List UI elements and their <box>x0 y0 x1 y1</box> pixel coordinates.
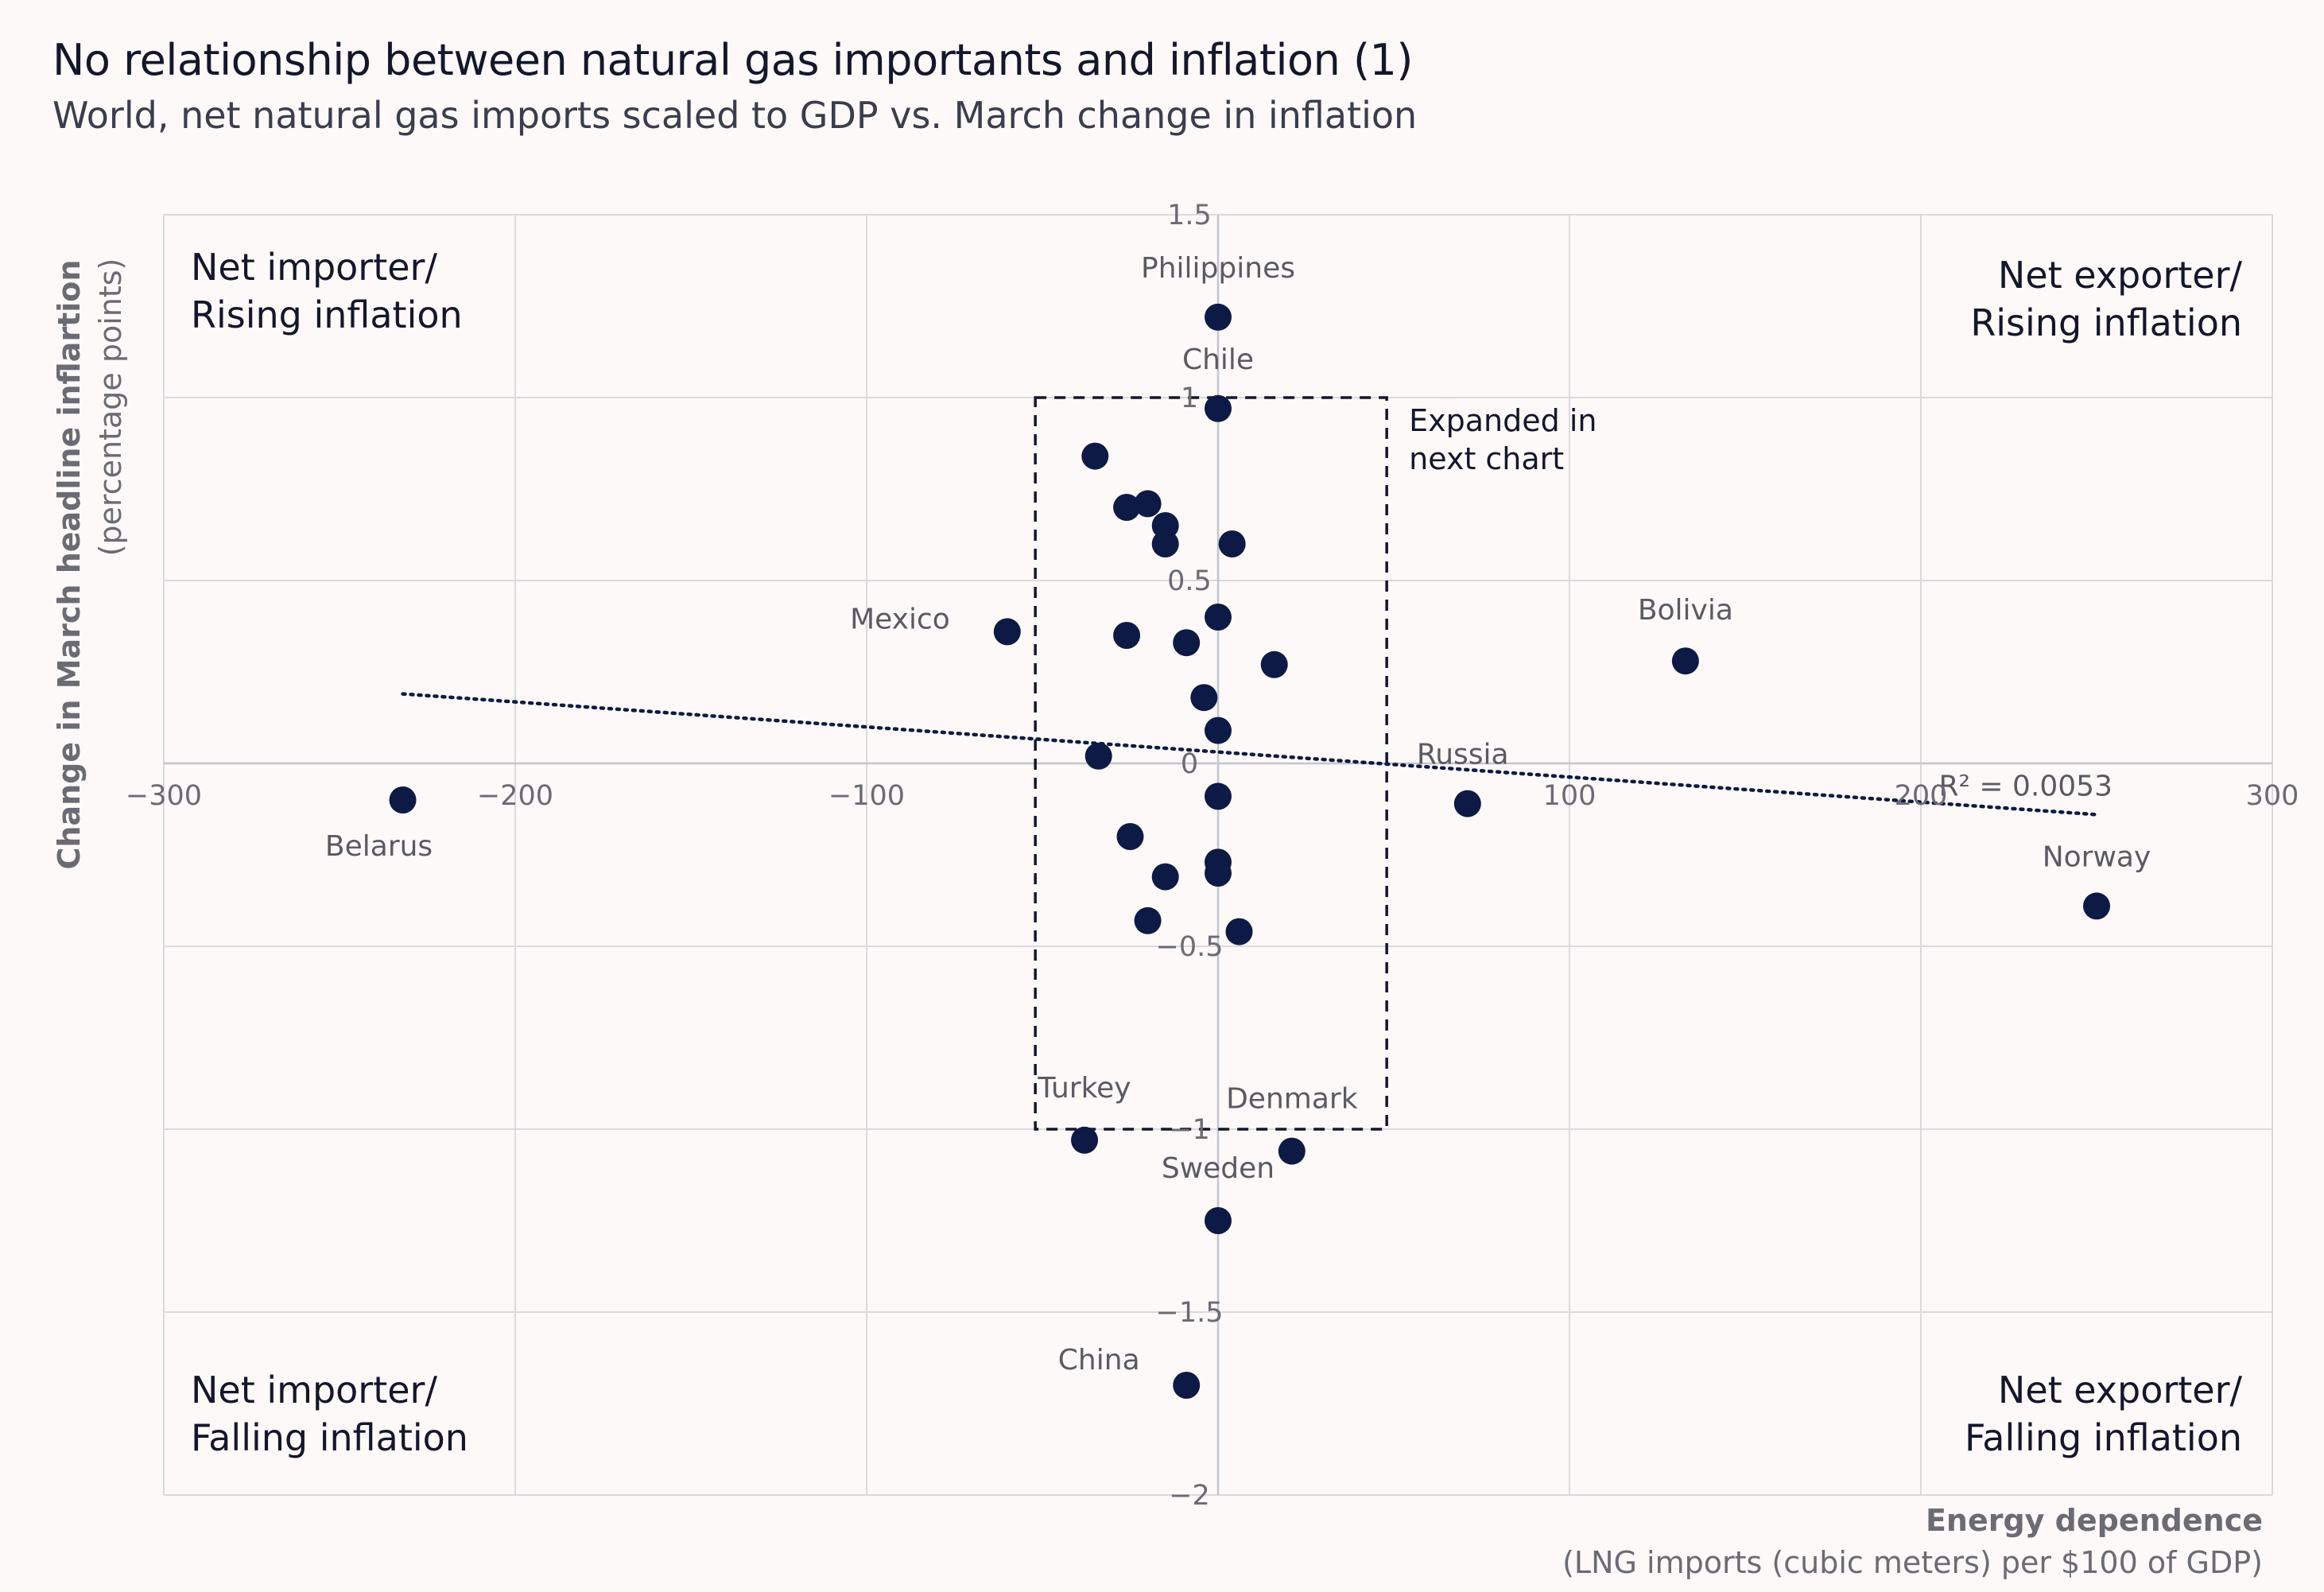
point-layer <box>389 303 2110 1399</box>
y-tick-label: −1.5 <box>1156 1297 1224 1329</box>
chart-subtitle: World, net natural gas imports scaled to… <box>52 94 1418 137</box>
data-point <box>1151 530 1179 557</box>
y-tick-label: 1.5 <box>1167 200 1212 231</box>
r-squared-label: R² = 0.0053 <box>1939 770 2113 802</box>
point-label-bolivia: Bolivia <box>1638 594 1733 627</box>
point-label-denmark: Denmark <box>1226 1083 1358 1116</box>
point-turkey <box>1071 1126 1099 1154</box>
x-axis-subtitle: (LNG imports (cubic meters) per $100 of … <box>1562 1545 2263 1580</box>
quadrant-label-bottom-left: Falling inflation <box>191 1416 468 1459</box>
grid-layer <box>163 214 2273 1496</box>
quadrant-label-top-right: Net exporter/ <box>1998 254 2243 297</box>
quadrant-label-top-left: Rising inflation <box>191 293 463 336</box>
point-chile <box>1205 394 1232 422</box>
data-point <box>1134 490 1162 518</box>
quadrant-label-bottom-left: Net importer/ <box>191 1369 437 1411</box>
point-label-sweden: Sweden <box>1162 1152 1275 1185</box>
point-belarus <box>389 786 417 813</box>
data-point <box>1190 684 1218 712</box>
chart-title: No relationship between natural gas impo… <box>52 35 1413 85</box>
point-russia <box>1453 790 1481 817</box>
data-point <box>1151 863 1179 891</box>
quadrant-label-bottom-right: Falling inflation <box>1965 1416 2242 1459</box>
data-point <box>1081 442 1109 470</box>
quadrant-label-top-left: Net importer/ <box>191 246 437 289</box>
data-point <box>1116 823 1144 850</box>
data-point <box>1205 716 1232 744</box>
highlight-box-note: Expanded in <box>1409 403 1597 438</box>
data-point <box>1205 860 1232 887</box>
y-tick-label: −2 <box>1169 1480 1210 1512</box>
data-point <box>1205 604 1232 631</box>
point-philippines <box>1205 303 1232 331</box>
highlight-box-note: next chart <box>1409 441 1564 476</box>
y-tick-label: −0.5 <box>1156 931 1224 963</box>
y-tick-label: −1 <box>1169 1114 1210 1146</box>
data-point <box>1205 782 1232 810</box>
y-axis-subtitle: (percentage points) <box>93 258 128 557</box>
quadrant-label-top-right: Rising inflation <box>1970 301 2242 344</box>
data-point <box>1218 530 1246 557</box>
point-label-russia: Russia <box>1417 739 1509 771</box>
x-tick-label: 100 <box>1543 780 1597 812</box>
x-tick-label: 200 <box>1895 780 1948 812</box>
x-axis-title: Energy dependence <box>1926 1503 2263 1538</box>
point-label-philippines: Philippines <box>1141 252 1295 285</box>
y-tick-label: 0 <box>1181 748 1198 780</box>
tick-label-layer: −300−200−10001002003001.510.50−0.5−1−1.5… <box>126 200 2299 1512</box>
trendline <box>401 692 2099 817</box>
data-point <box>1113 494 1141 521</box>
point-mexico <box>993 618 1021 646</box>
point-label-belarus: Belarus <box>325 830 433 863</box>
x-tick-label: −100 <box>828 780 905 812</box>
point-sweden <box>1205 1207 1232 1234</box>
point-label-chile: Chile <box>1182 344 1254 376</box>
data-point <box>1113 622 1141 649</box>
data-point <box>1260 650 1288 678</box>
point-label-china: China <box>1058 1344 1140 1376</box>
x-tick-label: −200 <box>477 780 553 812</box>
data-point <box>1134 907 1162 934</box>
point-denmark <box>1278 1137 1306 1165</box>
y-tick-label: 1 <box>1181 382 1198 414</box>
x-tick-label: −300 <box>126 780 202 812</box>
y-tick-label: 0.5 <box>1167 565 1212 597</box>
data-point <box>1225 918 1253 945</box>
point-label-turkey: Turkey <box>1037 1072 1131 1105</box>
x-tick-label: 300 <box>2246 780 2299 812</box>
point-bolivia <box>1671 647 1699 675</box>
point-norway <box>2083 892 2110 920</box>
y-axis-title: Change in March headline inflartion <box>52 260 87 870</box>
axis-title-layer: Energy dependence (LNG imports (cubic met… <box>52 258 2263 1580</box>
trendline-layer: R² = 0.0053 <box>401 692 2113 817</box>
point-china <box>1173 1372 1201 1399</box>
point-label-mexico: Mexico <box>850 603 950 635</box>
data-point <box>1084 742 1112 770</box>
data-point <box>1173 629 1201 657</box>
point-label-norway: Norway <box>2043 841 2151 873</box>
quadrant-label-bottom-right: Net exporter/ <box>1998 1369 2243 1411</box>
point-label-layer: Philippines Chile Mexico Bolivia Russia Belar… <box>325 252 2151 1376</box>
